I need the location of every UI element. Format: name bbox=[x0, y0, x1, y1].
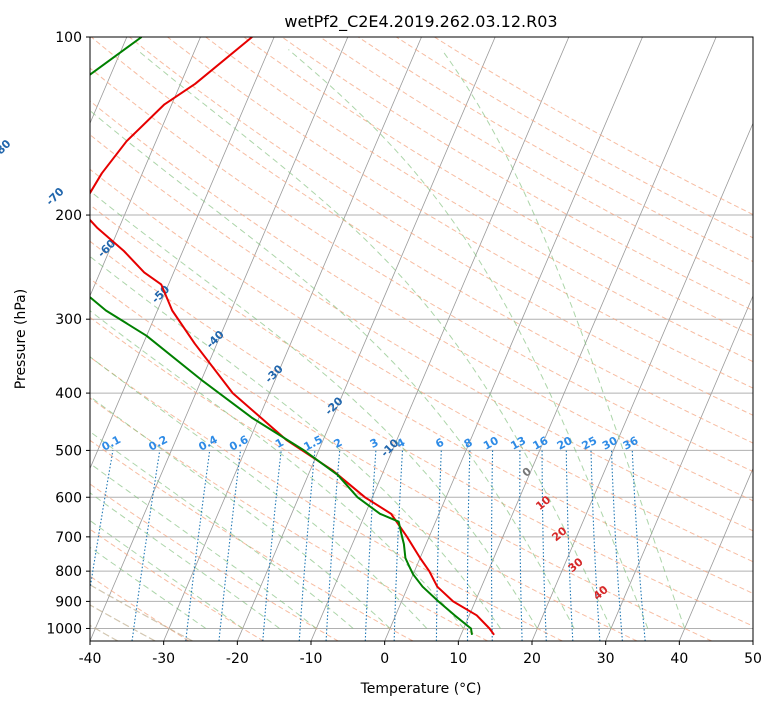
mixing-ratio-line bbox=[541, 450, 547, 641]
isotherm-line bbox=[605, 294, 753, 641]
moist-adiabat-line bbox=[441, 49, 686, 629]
mixing-ratio-line bbox=[610, 450, 623, 641]
isotherm-line bbox=[457, 37, 717, 641]
temperature-line bbox=[90, 37, 495, 636]
moist-adiabat-line bbox=[90, 431, 354, 629]
moist-adiabat-line bbox=[90, 492, 280, 629]
moist-adiabat-line bbox=[288, 49, 649, 629]
isotherm-line bbox=[90, 37, 275, 470]
moist-adiabat-line bbox=[136, 49, 612, 629]
moist-adiabat-line bbox=[90, 255, 501, 629]
dry-adiabat-line bbox=[396, 37, 753, 239]
pressure-tick-label: 200 bbox=[55, 208, 82, 224]
mixing-ratio-line bbox=[298, 450, 316, 641]
pressure-tick-label: 100 bbox=[55, 30, 82, 46]
pressure-axis: 100 200 300 400 500 600 700 800 900 1000 bbox=[46, 30, 90, 637]
isotherm-line bbox=[236, 37, 496, 641]
mixing-ratio-line bbox=[490, 450, 494, 641]
isotherm-line bbox=[163, 37, 422, 641]
isotherm-line bbox=[531, 122, 753, 641]
moist-adiabat-line bbox=[90, 546, 207, 629]
mixing-ratio-line bbox=[364, 450, 377, 641]
dry-adiabat-line bbox=[90, 37, 753, 444]
x-axis-label: Temperature (°C) bbox=[360, 681, 482, 697]
isotherm-line bbox=[384, 37, 643, 641]
isotherm-line bbox=[90, 37, 201, 297]
moist-adiabat-line bbox=[90, 310, 465, 629]
mixing-ratio-line bbox=[466, 450, 471, 641]
mixing-ratio-line bbox=[185, 450, 211, 641]
temperature-tick-label: 10 bbox=[449, 651, 467, 667]
mixing-ratio-label: 10 bbox=[481, 434, 501, 453]
isotherm-line bbox=[678, 467, 753, 641]
pressure-tick-label: 600 bbox=[55, 490, 82, 506]
dry-adiabat-line bbox=[357, 37, 753, 263]
dry-adiabat-line bbox=[90, 100, 753, 502]
mixing-ratio-label: 30 bbox=[600, 434, 620, 453]
dewpoint-line bbox=[90, 37, 473, 635]
dry-adiabat-line bbox=[90, 67, 753, 473]
mixing-ratio-line bbox=[565, 450, 574, 641]
mixing-ratio-label: 20 bbox=[555, 434, 575, 453]
pressure-tick-label: 1000 bbox=[46, 621, 82, 637]
pressure-tick-label: 900 bbox=[55, 594, 82, 610]
isotherm-line bbox=[90, 37, 349, 641]
moist-adiabat-line bbox=[90, 190, 538, 629]
pressure-tick-label: 800 bbox=[55, 564, 82, 580]
profile-series bbox=[90, 37, 495, 636]
pressure-tick-label: 300 bbox=[55, 312, 82, 328]
mixing-ratio-lines bbox=[90, 450, 646, 641]
temperature-tick-label: 20 bbox=[523, 651, 541, 667]
mixing-ratio-line bbox=[590, 450, 601, 641]
temperature-tick-label: -20 bbox=[226, 651, 249, 667]
mixing-ratio-line bbox=[325, 450, 341, 641]
y-axis-label: Pressure (hPa) bbox=[13, 289, 29, 389]
moist-adiabat-line bbox=[90, 395, 391, 629]
dry-adiabat-line bbox=[90, 483, 339, 641]
pressure-tick-label: 700 bbox=[55, 530, 82, 546]
moist-adiabat-line bbox=[90, 356, 428, 629]
moist-adiabat-line bbox=[90, 519, 243, 629]
pressure-tick-label: 400 bbox=[55, 386, 82, 402]
dry-adiabat-line bbox=[90, 278, 712, 641]
temperature-tick-label: 50 bbox=[744, 651, 762, 667]
dry-adiabat-line bbox=[90, 528, 264, 641]
temperature-tick-label: 30 bbox=[597, 651, 615, 667]
temperature-axis: -40 -30 -20 -10 0 10 20 30 40 50 bbox=[79, 641, 762, 667]
temperature-tick-label: 0 bbox=[380, 651, 389, 667]
dry-adiabat-line bbox=[243, 37, 753, 337]
dry-adiabat-line bbox=[90, 240, 753, 627]
mixing-ratio-label: 25 bbox=[580, 434, 600, 453]
mixing-ratio-line bbox=[393, 450, 404, 641]
dry-adiabat-line bbox=[167, 37, 753, 389]
chart-title: wetPf2_C2E4.2019.262.03.12.R03 bbox=[284, 12, 557, 32]
temperature-tick-label: -30 bbox=[152, 651, 175, 667]
moist-adiabats bbox=[90, 49, 686, 629]
mixing-ratio-label: 36 bbox=[621, 434, 641, 453]
plot-frame bbox=[89, 36, 754, 642]
dry-adiabat-line bbox=[90, 204, 753, 594]
dry-adiabat-line bbox=[129, 37, 753, 416]
mixing-ratio-label: 13 bbox=[508, 434, 528, 453]
mixing-ratio-line bbox=[262, 450, 282, 641]
mixing-ratio-line bbox=[519, 450, 523, 641]
dry-adiabat-line bbox=[90, 168, 753, 563]
temperature-tick-label: -40 bbox=[79, 651, 102, 667]
temperature-tick-label: -10 bbox=[300, 651, 323, 667]
dry-adiabat-line bbox=[90, 316, 638, 641]
mixing-ratio-line bbox=[631, 450, 646, 641]
mixing-ratio-label: 16 bbox=[531, 434, 551, 453]
mixing-ratio-line bbox=[218, 450, 242, 641]
temperature-tick-label: 40 bbox=[670, 651, 688, 667]
dry-adiabat-line bbox=[90, 134, 753, 532]
dry-adiabat-line bbox=[205, 37, 753, 363]
pressure-tick-label: 500 bbox=[55, 443, 82, 459]
mixing-ratio-line bbox=[435, 450, 442, 641]
